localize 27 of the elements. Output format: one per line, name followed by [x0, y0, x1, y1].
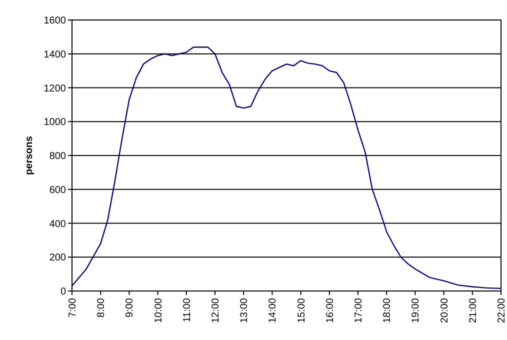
- x-tick-label: 9:00: [124, 298, 136, 318]
- x-tick-label: 19:00: [410, 298, 422, 324]
- y-tick-label: 0: [60, 286, 66, 298]
- x-tick-label: 7:00: [68, 298, 78, 318]
- y-tick-label: 400: [49, 218, 66, 230]
- x-tick-label: 11:00: [182, 298, 193, 322]
- x-tick-label: 17:00: [354, 298, 364, 324]
- x-tick-label: 22:00: [496, 298, 507, 324]
- x-tick-label: 8:00: [96, 298, 108, 318]
- x-tick-label: 14:00: [268, 298, 279, 324]
- y-tick-label: 200: [49, 252, 66, 264]
- y-tick-label: 800: [49, 151, 66, 162]
- x-tick-label: 12:00: [210, 298, 222, 324]
- x-tick-label: 16:00: [324, 298, 336, 324]
- y-tick-label: 1400: [44, 49, 66, 60]
- x-tick-label: 13:00: [239, 298, 250, 324]
- y-tick-label: 600: [49, 184, 66, 196]
- y-tick-label: 1600: [44, 16, 66, 26]
- x-tick-label: 10:00: [153, 298, 164, 324]
- x-tick-label: 18:00: [382, 298, 394, 324]
- x-tick-label: 20:00: [439, 298, 450, 324]
- y-axis-title: persons: [24, 136, 35, 175]
- line-series: [71, 46, 502, 290]
- y-tick-label: 1200: [44, 83, 66, 94]
- x-tick-label: 21:00: [468, 298, 479, 324]
- x-tick-label: 15:00: [296, 298, 308, 324]
- y-tick-label: 1000: [44, 117, 66, 128]
